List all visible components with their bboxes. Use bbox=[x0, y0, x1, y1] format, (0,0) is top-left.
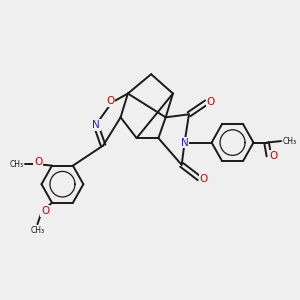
Text: CH₃: CH₃ bbox=[9, 160, 23, 169]
Text: O: O bbox=[199, 174, 208, 184]
Text: N: N bbox=[181, 138, 188, 148]
Text: O: O bbox=[106, 96, 115, 106]
Text: O: O bbox=[207, 97, 215, 107]
Text: O: O bbox=[41, 206, 50, 216]
Text: O: O bbox=[269, 151, 278, 161]
Text: O: O bbox=[34, 157, 42, 167]
Text: CH₃: CH₃ bbox=[283, 136, 297, 146]
Text: N: N bbox=[92, 120, 100, 130]
Text: CH₃: CH₃ bbox=[30, 226, 44, 236]
